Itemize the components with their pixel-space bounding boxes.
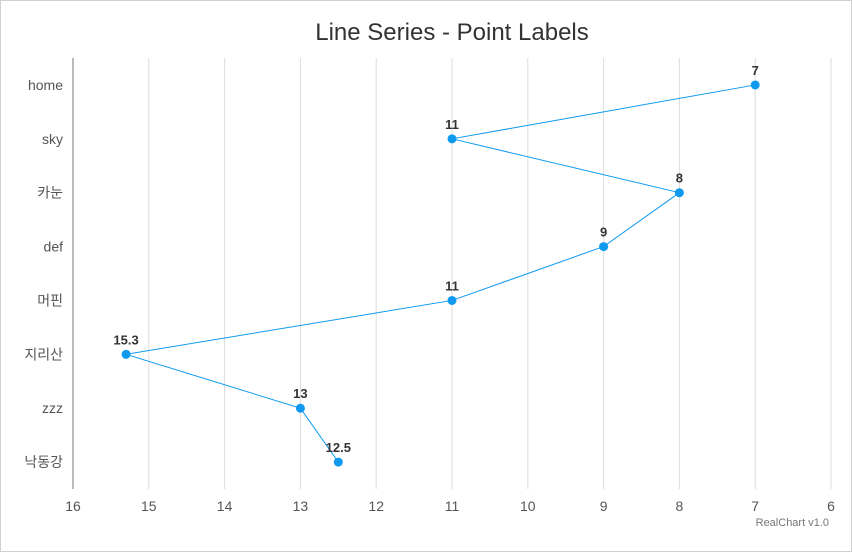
data-point: [674, 188, 684, 198]
category-label: 머핀: [37, 292, 63, 308]
x-tick-label: 7: [751, 498, 759, 514]
chart-title: Line Series - Point Labels: [315, 19, 589, 46]
category-label: def: [44, 239, 64, 255]
x-tick-label: 6: [827, 498, 835, 514]
category-label: 낙동강: [24, 454, 63, 470]
point-label: 7: [752, 63, 759, 78]
data-point: [295, 403, 305, 413]
data-point: [750, 80, 760, 90]
chart-credit: RealChart v1.0: [755, 517, 829, 529]
category-label: sky: [42, 131, 63, 147]
x-tick-label: 14: [217, 498, 233, 514]
data-point: [333, 457, 343, 467]
category-label: zzz: [42, 400, 63, 416]
category-label: home: [28, 77, 63, 93]
x-tick-label: 8: [676, 498, 684, 514]
data-point: [447, 295, 457, 305]
x-tick-label: 12: [368, 498, 384, 514]
data-point: [447, 134, 457, 144]
point-label: 13: [293, 386, 307, 401]
x-tick-label: 11: [445, 498, 460, 514]
x-tick-label: 16: [65, 498, 81, 514]
category-label: 카눈: [37, 185, 63, 201]
point-label: 12.5: [326, 440, 351, 455]
x-tick-label: 15: [141, 498, 157, 514]
point-label: 9: [600, 225, 607, 240]
point-label: 8: [676, 171, 683, 186]
series-line: [125, 84, 756, 463]
x-tick-label: 9: [600, 498, 608, 514]
category-label: 지리산: [24, 346, 63, 362]
x-tick-label: 13: [293, 498, 309, 514]
point-label: 11: [445, 278, 459, 293]
data-point: [121, 349, 131, 359]
data-point: [599, 242, 609, 252]
point-label: 15.3: [113, 332, 138, 347]
point-label: 11: [445, 117, 459, 132]
x-tick-label: 10: [520, 498, 536, 514]
